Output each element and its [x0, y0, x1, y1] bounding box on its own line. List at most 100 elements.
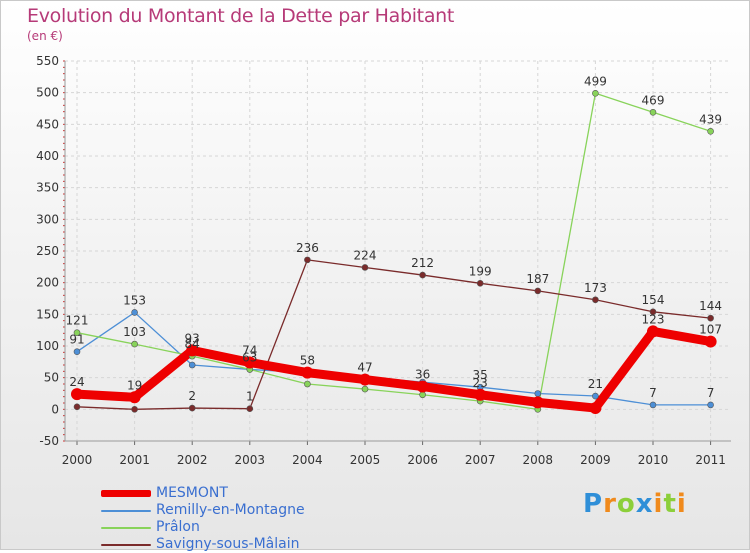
data-label: 212: [411, 256, 434, 270]
data-label: 19: [127, 378, 142, 392]
data-point: [131, 340, 138, 348]
y-tick-label: 250: [36, 244, 59, 258]
x-tick-label: 2011: [695, 453, 726, 467]
unit-label: (en €): [27, 29, 63, 43]
data-point: [649, 109, 657, 116]
data-point: [647, 325, 659, 338]
data-point: [131, 406, 138, 413]
data-point: [71, 388, 83, 401]
data-point: [649, 308, 657, 316]
data-point: [128, 391, 141, 404]
data-point: [592, 90, 599, 97]
axis-layer: -50 0 50 100 150 200 250 300 350 400 450 500 550 2000…: [36, 54, 731, 467]
data-point: [73, 403, 81, 411]
data-point: [73, 329, 81, 337]
proxiti-logo: Proxiti: [583, 489, 687, 519]
x-tick-label: 2009: [580, 453, 611, 467]
data-point: [476, 279, 484, 287]
chart-title: Evolution du Montant de la Dette par Hab…: [27, 5, 455, 27]
data-point: [301, 366, 314, 379]
legend-swatch: [101, 510, 151, 512]
series-layer: [72, 92, 716, 413]
data-label: 2: [188, 389, 196, 403]
data-point: [419, 391, 426, 399]
y-tick-label: 400: [36, 149, 59, 163]
data-label: 84: [185, 337, 200, 351]
y-tick-label: -50: [39, 434, 59, 448]
x-tick-label: 2004: [292, 453, 323, 467]
y-tick-label: 0: [51, 402, 59, 416]
logo-letter: i: [676, 489, 687, 519]
data-point: [416, 380, 429, 393]
data-label: 187: [526, 272, 549, 286]
y-tick-label: 500: [36, 86, 59, 100]
y-tick-label: 550: [36, 54, 59, 68]
x-tick-label: 2005: [350, 453, 381, 467]
data-label: 7: [707, 386, 715, 400]
data-label: 47: [357, 361, 372, 375]
data-point: [359, 373, 371, 386]
logo-letter: t: [663, 489, 677, 519]
logo-letter: r: [603, 489, 617, 519]
data-label: 74: [242, 343, 257, 357]
legend-swatch: [101, 490, 151, 497]
data-point: [707, 314, 714, 322]
point-layer: [71, 90, 717, 415]
data-point: [704, 335, 717, 348]
data-label: 224: [354, 248, 377, 262]
data-label: 123: [642, 312, 665, 326]
data-label: 144: [699, 299, 722, 313]
data-point: [188, 404, 196, 412]
data-label: 23: [473, 376, 488, 390]
legend-label: Prâlon: [156, 519, 200, 535]
data-label: 153: [123, 293, 146, 307]
data-point: [188, 361, 196, 369]
series-line-mesmont: [72, 326, 716, 413]
legend-label: MESMONT: [156, 485, 228, 501]
data-point: [419, 271, 426, 279]
grid-layer: [65, 60, 731, 442]
x-tick-label: 2002: [177, 453, 208, 467]
data-point: [707, 401, 714, 409]
x-tick-label: 2010: [638, 453, 669, 467]
x-tick-label: 2006: [407, 453, 438, 467]
data-label: 24: [69, 375, 84, 389]
data-point: [592, 296, 599, 304]
logo-letter: x: [635, 489, 654, 519]
y-tick-label: 350: [36, 181, 59, 195]
data-label: 439: [699, 112, 722, 126]
data-point: [361, 264, 369, 271]
x-tick-label: 2000: [62, 453, 93, 467]
legend-label: Remilly-en-Montagne: [156, 502, 305, 518]
data-point: [243, 356, 256, 369]
data-point: [304, 256, 311, 264]
data-point: [131, 309, 138, 316]
x-tick-label: 2008: [523, 453, 554, 467]
data-label: 154: [642, 293, 665, 307]
data-label: 173: [584, 281, 607, 295]
data-label: 236: [296, 241, 319, 255]
data-label: 93: [185, 331, 200, 345]
legend-swatch: [101, 527, 151, 529]
data-point: [304, 380, 311, 388]
data-point: [246, 405, 254, 413]
data-point: [531, 396, 544, 409]
legend-swatch: [101, 544, 151, 546]
data-label: 91: [69, 333, 84, 347]
data-point: [73, 348, 81, 356]
y-tick-label: 200: [36, 276, 59, 290]
data-label: 199: [469, 264, 492, 278]
x-tick-label: 2003: [235, 453, 266, 467]
data-label: 36: [415, 368, 430, 382]
data-point: [361, 385, 369, 393]
y-tick-label: 300: [36, 212, 59, 226]
y-tick-label: 100: [36, 339, 59, 353]
x-tick-label: 2007: [465, 453, 496, 467]
data-label: 469: [642, 93, 665, 107]
data-label: 121: [66, 314, 89, 328]
y-tick-label: 450: [36, 117, 59, 131]
data-label: 58: [300, 354, 315, 368]
data-point: [589, 402, 602, 415]
